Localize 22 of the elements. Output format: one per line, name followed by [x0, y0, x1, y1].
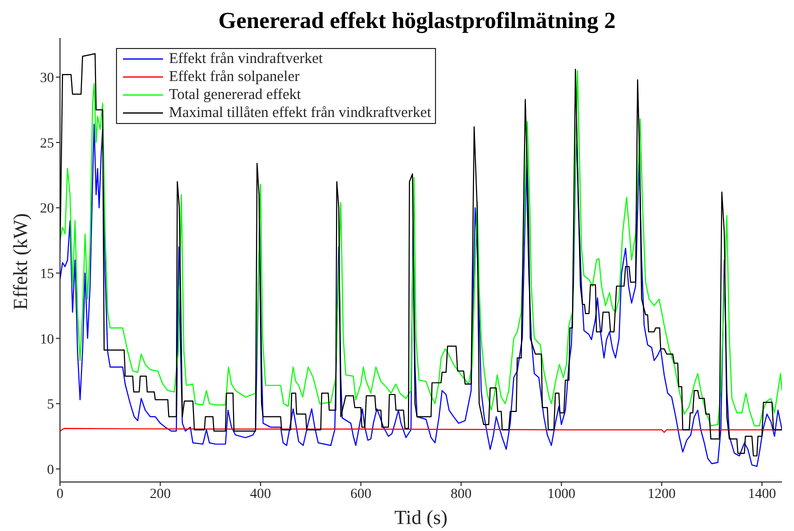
x-tick-label: 1200: [648, 486, 676, 502]
y-tick-label: 30: [40, 71, 54, 86]
x-tick-label: 800: [450, 486, 472, 502]
x-tick-label: 1000: [547, 486, 576, 502]
legend-label: Total genererad effekt: [169, 86, 301, 104]
x-tick-label: 0: [56, 486, 64, 502]
y-tick-label: 15: [40, 267, 54, 282]
legend-label: Effekt från vindraftverket: [169, 50, 323, 68]
legend-label: Maximal tillåten effekt från vindkraftverket: [169, 104, 432, 122]
x-tick-label: 200: [150, 486, 171, 502]
y-axis-title: Effekt (kW): [10, 213, 32, 310]
x-axis-title: Tid (s): [394, 507, 448, 529]
y-tick-label: 20: [40, 202, 54, 217]
y-tick-label: 0: [47, 462, 54, 478]
legend-label: Effekt från solpaneler: [169, 68, 300, 86]
x-tick-label: 600: [350, 486, 372, 502]
y-tick-label: 25: [40, 136, 54, 152]
chart-title: Genererad effekt höglastprofilmätning 2: [217, 8, 617, 34]
y-tick-label: 10: [40, 332, 54, 348]
y-tick-label: 5: [47, 398, 54, 413]
x-tick-label: 400: [250, 486, 272, 502]
x-tick-label: 1400: [748, 486, 776, 502]
